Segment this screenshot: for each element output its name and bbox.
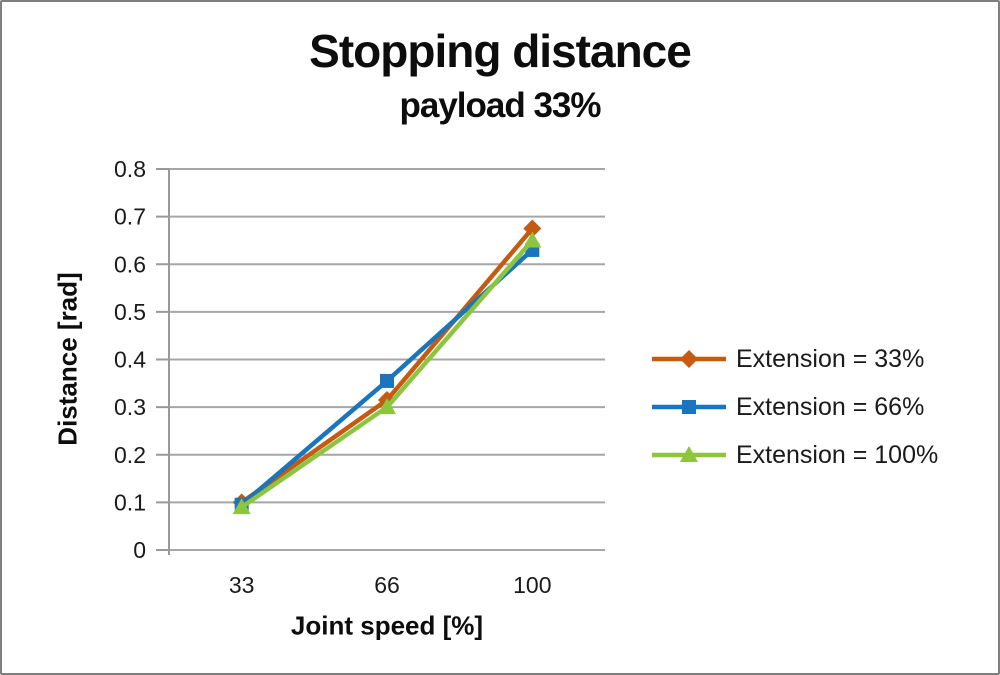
- legend-marker-triangle: [680, 446, 698, 462]
- series-marker-triangle: [523, 231, 542, 248]
- legend-swatch: [652, 350, 726, 368]
- x-axis-title: Joint speed [%]: [290, 610, 484, 641]
- y-tick-label: 0.2: [114, 442, 146, 468]
- y-tick-label: 0.4: [114, 347, 146, 373]
- y-tick-label: 0: [133, 537, 146, 563]
- legend-item: Extension = 66%: [650, 383, 938, 431]
- y-tick-label: 0.8: [114, 156, 146, 182]
- y-tick-label: 0.3: [114, 394, 146, 420]
- legend-label: Extension = 33%: [736, 344, 925, 373]
- legend-marker-diamond: [680, 350, 698, 368]
- x-tick-label: 66: [374, 572, 400, 598]
- series-marker-triangle: [232, 498, 251, 515]
- chart-title: Stopping distance: [309, 25, 692, 77]
- legend-item: Extension = 100%: [650, 431, 938, 479]
- chart-subtitle: payload 33%: [399, 86, 601, 125]
- legend-swatch: [652, 446, 726, 462]
- legend-item: Extension = 33%: [650, 335, 938, 383]
- series-line: [240, 227, 535, 505]
- series-marker-triangle: [378, 398, 396, 415]
- y-tick-label: 0.7: [114, 204, 146, 230]
- legend-label: Extension = 100%: [736, 440, 939, 469]
- x-tick-label: 100: [513, 572, 551, 598]
- x-tick-label: 33: [229, 572, 255, 598]
- series-marker-diamond: [523, 219, 542, 238]
- legend: Extension = 33% Extension = 66% Extension …: [650, 335, 938, 479]
- series-marker-square: [380, 373, 394, 388]
- y-axis-title: Distance [rad]: [52, 272, 83, 446]
- legend-swatch: [652, 400, 726, 414]
- y-tick-label: 0.5: [114, 299, 146, 325]
- legend-marker-square: [682, 400, 696, 414]
- y-tick-label: 0.1: [114, 489, 146, 515]
- y-tick-label: 0.6: [114, 251, 146, 277]
- legend-label: Extension = 66%: [736, 392, 925, 421]
